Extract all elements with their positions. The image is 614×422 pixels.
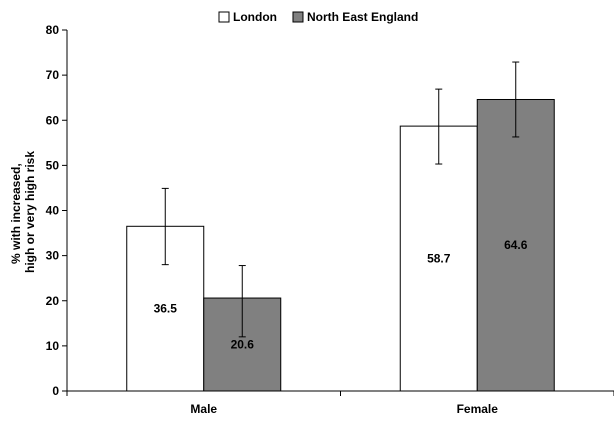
y-tick-label: 40: [46, 204, 60, 218]
legend-label-north-east-england: North East England: [307, 10, 418, 24]
legend: London North East England: [218, 10, 418, 24]
y-axis-title: % with increased, high or very high risk: [9, 151, 37, 273]
y-axis-title-line-1: % with increased,: [9, 163, 23, 264]
legend-label-london: London: [233, 10, 277, 24]
y-axis-title-line-2: high or very high risk: [23, 151, 37, 273]
x-category-label: Male: [190, 402, 217, 416]
data-label: 20.6: [231, 338, 255, 352]
y-tick-label: 20: [46, 294, 60, 308]
y-tick-label: 0: [52, 384, 59, 398]
data-label: 36.5: [154, 302, 178, 316]
legend-swatch-north-east-england: [292, 11, 304, 23]
legend-swatch-london: [218, 11, 230, 23]
y-tick-label: 50: [46, 158, 60, 172]
y-tick-label: 70: [46, 68, 60, 82]
y-tick-label: 60: [46, 113, 60, 127]
y-tick-label: 30: [46, 249, 60, 263]
plot-area: 0 10 20 30 40 50 60 70 80 Male 36.5 20.6 Female 58.7 6…: [46, 23, 614, 416]
bar-london-female: [399, 125, 478, 392]
x-category-label: Female: [457, 402, 499, 416]
data-label: 58.7: [427, 252, 451, 266]
y-tick-label: 10: [46, 339, 60, 353]
data-label: 64.6: [504, 238, 528, 252]
y-tick-label: 80: [46, 23, 60, 37]
